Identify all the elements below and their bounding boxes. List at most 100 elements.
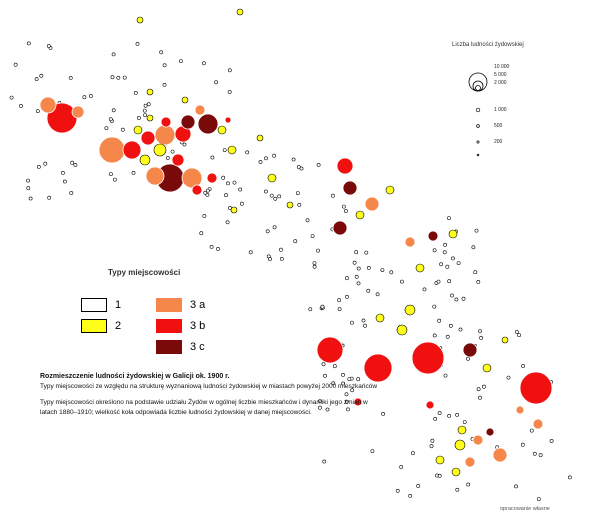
size-legend-circle xyxy=(476,140,480,144)
town-dot xyxy=(350,388,355,393)
town-circle xyxy=(482,363,492,373)
town-dot xyxy=(310,234,315,239)
town-dot xyxy=(443,242,448,247)
town-dot xyxy=(205,188,210,193)
town-dot xyxy=(104,126,109,131)
town-dot xyxy=(517,333,522,338)
town-circle xyxy=(39,96,57,114)
town-dot xyxy=(506,375,511,380)
town-dot xyxy=(458,327,463,332)
town-dot xyxy=(344,276,349,281)
town-dot xyxy=(272,225,277,230)
town-dot xyxy=(474,228,479,233)
town-dot xyxy=(567,475,572,480)
town-dot xyxy=(162,63,167,68)
size-legend-circle xyxy=(468,72,488,92)
town-circle xyxy=(316,336,344,364)
town-circle xyxy=(519,371,553,405)
town-dot xyxy=(366,288,371,293)
town-dot xyxy=(279,256,284,261)
town-dot xyxy=(430,438,435,443)
town-dot xyxy=(343,209,348,213)
town-dot xyxy=(224,193,228,198)
town-circle xyxy=(146,114,154,122)
town-dot xyxy=(443,373,448,378)
town-dot xyxy=(332,364,337,369)
town-dot xyxy=(111,52,116,57)
town-dot xyxy=(210,155,215,160)
town-dot xyxy=(345,407,350,412)
town-circle xyxy=(145,166,165,186)
town-dot xyxy=(364,250,369,255)
town-dot xyxy=(61,170,65,175)
town-dot xyxy=(375,292,380,297)
town-dot xyxy=(305,218,310,223)
town-circle xyxy=(181,96,189,104)
town-circle xyxy=(336,157,354,175)
size-legend-circle xyxy=(472,80,484,92)
town-circle xyxy=(404,236,416,248)
town-circle xyxy=(171,153,185,167)
town-circle xyxy=(122,140,142,160)
town-circle xyxy=(224,116,232,124)
town-dot xyxy=(514,330,519,334)
town-circle xyxy=(415,263,425,273)
town-circle xyxy=(140,130,156,146)
town-circle xyxy=(363,353,393,383)
size-legend-symbols xyxy=(468,72,488,157)
size-legend-label: 1 000 xyxy=(494,107,507,113)
map-title: Rozmieszczenie ludności żydowskiej w Gal… xyxy=(40,373,230,380)
town-dot xyxy=(131,170,136,175)
town-dot xyxy=(455,487,460,492)
town-dot xyxy=(389,270,394,275)
town-dot xyxy=(476,279,481,284)
town-circle xyxy=(451,467,461,477)
town-dot xyxy=(26,186,31,191)
types-legend-item: 2 xyxy=(81,319,121,333)
types-legend-label: 3 b xyxy=(190,320,206,332)
town-dot xyxy=(277,194,282,199)
type3b-swatch xyxy=(156,319,182,333)
size-legend-label: 5 000 xyxy=(494,72,507,78)
size-legend-title: Liczba ludności żydowskiej xyxy=(452,42,524,48)
town-dot xyxy=(466,356,470,361)
town-dot xyxy=(146,102,151,107)
town-dot xyxy=(248,250,253,255)
town-dot xyxy=(268,257,272,261)
town-dot xyxy=(356,377,361,382)
town-circle xyxy=(457,425,467,435)
town-dot xyxy=(216,246,220,251)
town-dot xyxy=(89,94,93,98)
town-dot xyxy=(279,247,283,252)
town-dot xyxy=(361,318,366,323)
town-dot xyxy=(110,75,115,80)
town-dot xyxy=(308,307,313,312)
town-circle xyxy=(217,125,227,135)
town-circle xyxy=(404,304,416,316)
town-dot xyxy=(273,196,278,201)
town-dot xyxy=(347,377,352,382)
size-legend-circle xyxy=(476,153,480,157)
map-credit: opracowanie własne xyxy=(500,506,550,512)
town-dot xyxy=(447,413,452,418)
types-legend-label: 1 xyxy=(115,299,122,311)
town-circle xyxy=(146,88,154,96)
town-dot xyxy=(9,95,14,100)
town-dot xyxy=(39,73,44,78)
town-circle xyxy=(133,125,143,135)
town-circle xyxy=(425,400,435,410)
town-dot xyxy=(214,80,219,85)
town-circle xyxy=(464,456,476,468)
town-circle xyxy=(160,116,172,128)
types-legend-item: 3 a xyxy=(156,298,205,312)
town-dot xyxy=(143,113,148,118)
town-dot xyxy=(272,153,277,158)
town-dot xyxy=(366,265,371,270)
town-dot xyxy=(46,44,51,48)
town-dot xyxy=(178,59,183,64)
town-dot xyxy=(264,156,268,161)
town-dot xyxy=(341,372,345,377)
town-circle xyxy=(197,113,219,135)
town-dot xyxy=(450,293,454,298)
town-dot xyxy=(422,287,427,292)
